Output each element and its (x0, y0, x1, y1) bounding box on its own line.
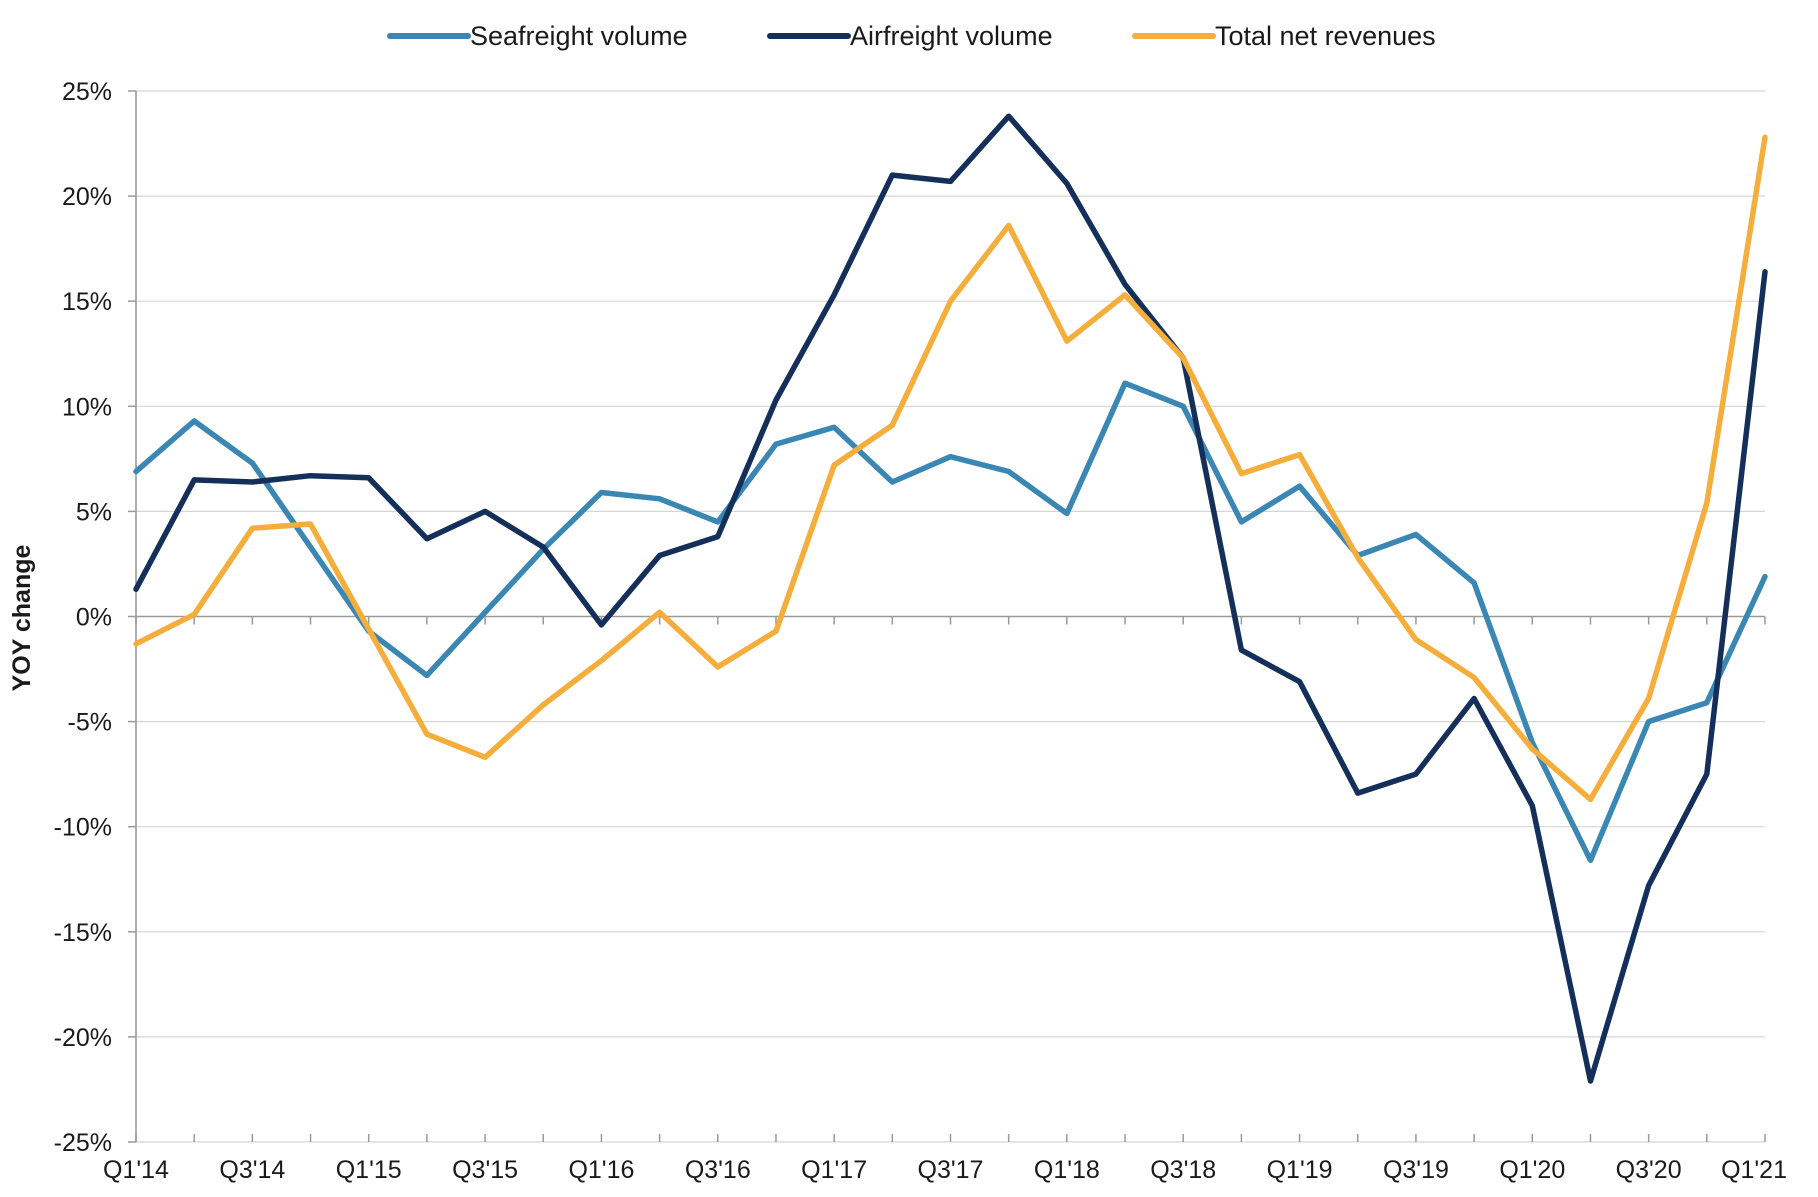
gridlines (136, 90, 1765, 1143)
series-line-total-net-revenues (133, 134, 1768, 803)
x-tick-label: Q3'15 (452, 1156, 518, 1184)
y-tick-label: 25% (62, 78, 112, 106)
y-tick-label: 5% (76, 498, 112, 526)
x-tick-label: Q3'19 (1383, 1156, 1449, 1184)
x-tick-label: Q1'18 (1034, 1156, 1100, 1184)
x-tick-label: Q1'17 (801, 1156, 867, 1184)
y-tick-label: -20% (54, 1024, 112, 1052)
series-lines (133, 113, 1768, 1084)
x-tick-label: Q1'14 (103, 1156, 169, 1184)
y-tick-label: -25% (54, 1129, 112, 1157)
x-tick-label: Q3'20 (1616, 1156, 1682, 1184)
y-tick-label: 20% (62, 183, 112, 211)
x-tick-label: Q1'21 (1721, 1156, 1787, 1184)
y-tick-label: 0% (76, 604, 112, 632)
legend-label-total-net-revenues: Total net revenues (1215, 21, 1436, 51)
x-tick-label: Q3'16 (685, 1156, 751, 1184)
series-line-seafreight-volume (133, 380, 1768, 864)
y-tick-label: -5% (68, 709, 112, 737)
x-tick-label: Q1'19 (1267, 1156, 1333, 1184)
legend-label-seafreight-volume: Seafreight volume (470, 21, 688, 51)
legend: Seafreight volume Airfreight volume Total … (387, 21, 1436, 51)
axes: 25% 20% 15% 10% 5% 0% -5% -10% -15% -20% -25%Q1'14… (54, 78, 1787, 1184)
series-line-airfreight-volume (133, 113, 1768, 1084)
y-tick-label: 10% (62, 393, 112, 421)
x-tick-label: Q1'16 (568, 1156, 634, 1184)
y-tick-label: 15% (62, 288, 112, 316)
x-tick-label: Q3'14 (219, 1156, 285, 1184)
x-tick-label: Q3'18 (1150, 1156, 1216, 1184)
x-tick-label: Q1'15 (336, 1156, 402, 1184)
x-tick-label: Q1'20 (1499, 1156, 1565, 1184)
y-axis-title: YOY change (8, 545, 36, 692)
y-tick-label: -15% (54, 919, 112, 947)
y-tick-label: -10% (54, 814, 112, 842)
x-tick-label: Q3'17 (918, 1156, 984, 1184)
legend-label-airfreight-volume: Airfreight volume (850, 21, 1053, 51)
